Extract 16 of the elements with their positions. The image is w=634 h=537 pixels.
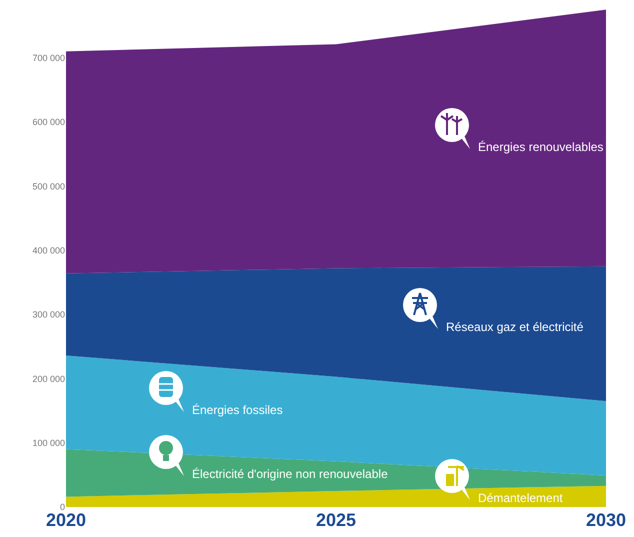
series-label: Démantelement [478, 491, 564, 505]
y-tick-label: 200 000 [32, 374, 65, 384]
series-label: Électricité d'origine non renouvelable [192, 467, 388, 481]
y-tick-label: 400 000 [32, 245, 65, 256]
y-tick-label: 500 000 [32, 181, 65, 192]
y-tick-label: 700 000 [32, 52, 65, 63]
y-tick-label: 100 000 [32, 438, 65, 448]
y-tick-label: 600 000 [32, 117, 65, 128]
series-label: Réseaux gaz et électricité [446, 320, 584, 334]
series-label: Énergies renouvelables [478, 140, 604, 154]
y-tick-label: 0 [60, 502, 65, 512]
x-tick-label: 2030 [586, 510, 626, 530]
x-tick-label: 2025 [316, 510, 356, 530]
x-tick-label: 2020 [46, 510, 86, 530]
y-tick-label: 300 000 [32, 310, 65, 320]
series-label: Énergies fossiles [192, 403, 283, 417]
